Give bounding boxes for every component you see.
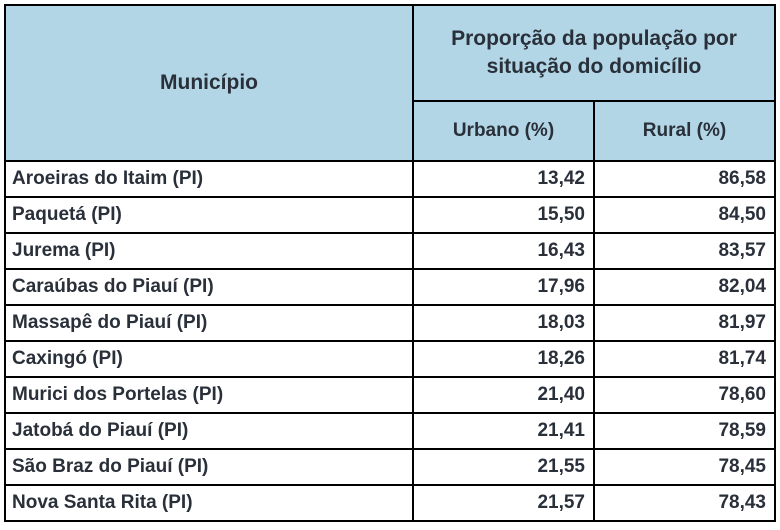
table-row: Paquetá (PI) 15,50 84,50 [5, 197, 775, 233]
cell-rural: 78,45 [594, 449, 775, 485]
cell-municipio: Massapê do Piauí (PI) [5, 305, 413, 341]
cell-municipio: Aroeiras do Itaim (PI) [5, 161, 413, 197]
cell-rural: 78,60 [594, 377, 775, 413]
col-header-rural: Rural (%) [594, 101, 775, 161]
cell-urbano: 21,41 [413, 413, 594, 449]
cell-urbano: 21,57 [413, 485, 594, 521]
table-row: Jurema (PI) 16,43 83,57 [5, 233, 775, 269]
col-header-municipio: Município [5, 5, 413, 161]
table-row: Caxingó (PI) 18,26 81,74 [5, 341, 775, 377]
cell-urbano: 13,42 [413, 161, 594, 197]
cell-rural: 78,43 [594, 485, 775, 521]
cell-urbano: 18,26 [413, 341, 594, 377]
col-header-urbano: Urbano (%) [413, 101, 594, 161]
population-table: Município Proporção da população por sit… [4, 4, 776, 522]
cell-municipio: Nova Santa Rita (PI) [5, 485, 413, 521]
table-row: São Braz do Piauí (PI) 21,55 78,45 [5, 449, 775, 485]
cell-municipio: São Braz do Piauí (PI) [5, 449, 413, 485]
cell-urbano: 21,55 [413, 449, 594, 485]
cell-urbano: 16,43 [413, 233, 594, 269]
table-row: Murici dos Portelas (PI) 21,40 78,60 [5, 377, 775, 413]
cell-rural: 83,57 [594, 233, 775, 269]
cell-rural: 86,58 [594, 161, 775, 197]
cell-municipio: Caxingó (PI) [5, 341, 413, 377]
cell-urbano: 18,03 [413, 305, 594, 341]
table-row: Caraúbas do Piauí (PI) 17,96 82,04 [5, 269, 775, 305]
cell-municipio: Jurema (PI) [5, 233, 413, 269]
cell-municipio: Caraúbas do Piauí (PI) [5, 269, 413, 305]
cell-municipio: Murici dos Portelas (PI) [5, 377, 413, 413]
col-header-group: Proporção da população por situação do d… [413, 5, 775, 101]
cell-rural: 82,04 [594, 269, 775, 305]
cell-urbano: 21,40 [413, 377, 594, 413]
cell-rural: 84,50 [594, 197, 775, 233]
cell-urbano: 15,50 [413, 197, 594, 233]
cell-rural: 81,74 [594, 341, 775, 377]
cell-municipio: Paquetá (PI) [5, 197, 413, 233]
table-row: Aroeiras do Itaim (PI) 13,42 86,58 [5, 161, 775, 197]
cell-municipio: Jatobá do Piauí (PI) [5, 413, 413, 449]
cell-rural: 81,97 [594, 305, 775, 341]
table-row: Massapê do Piauí (PI) 18,03 81,97 [5, 305, 775, 341]
cell-rural: 78,59 [594, 413, 775, 449]
cell-urbano: 17,96 [413, 269, 594, 305]
table-row: Jatobá do Piauí (PI) 21,41 78,59 [5, 413, 775, 449]
table-row: Nova Santa Rita (PI) 21,57 78,43 [5, 485, 775, 521]
